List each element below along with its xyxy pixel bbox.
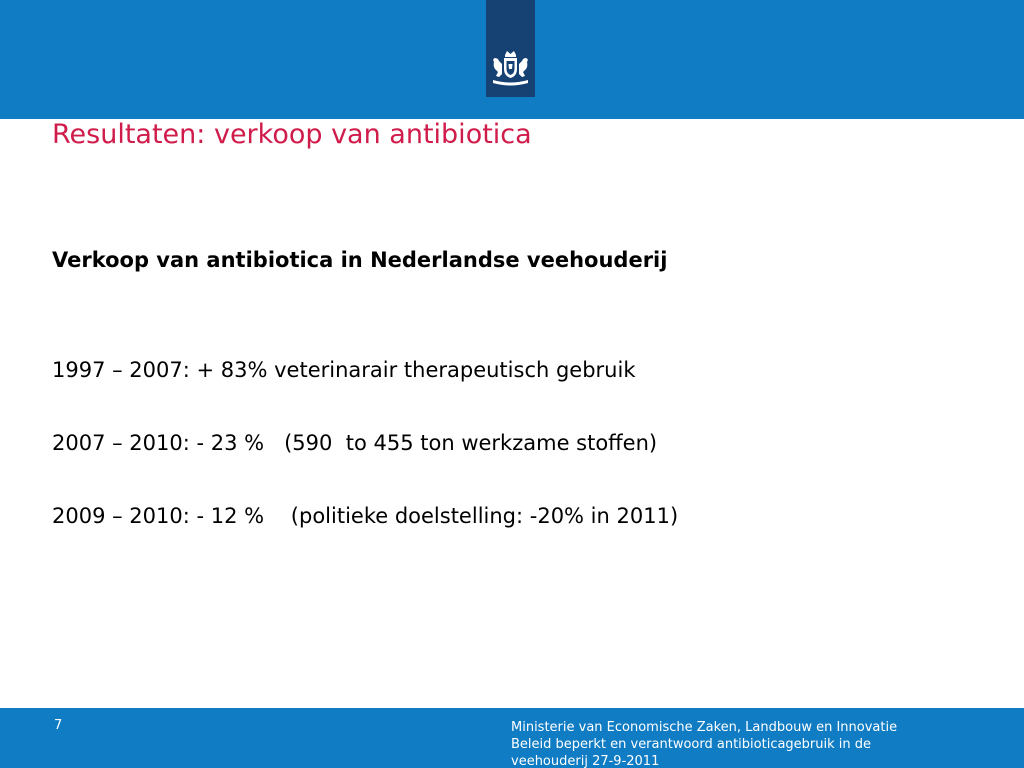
- ministry-name: Ministerie van Economische Zaken, Landbo…: [511, 720, 898, 735]
- coat-of-arms-icon: [493, 51, 528, 86]
- header-band: [0, 0, 1024, 119]
- slide-subtitle: Verkoop van antibiotica in Nederlandse v…: [52, 248, 668, 272]
- footer-text: Ministerie van Economische Zaken, Landbo…: [511, 719, 931, 768]
- body-line-2007-2010: 2007 – 2010: - 23 % (590 to 455 ton werk…: [52, 431, 658, 455]
- body-line-1997-2007: 1997 – 2007: + 83% veterinarair therapeu…: [52, 358, 636, 382]
- document-title-line-1: Beleid beperkt en verantwoord antibiotic…: [511, 737, 872, 752]
- body-line-2009-2010: 2009 – 2010: - 12 % (politieke doelstell…: [52, 504, 679, 528]
- footer-band: 7 Ministerie van Economische Zaken, Land…: [0, 708, 1024, 768]
- page-number: 7: [54, 718, 63, 733]
- document-title-line-2: veehouderij 27-9-2011: [511, 754, 660, 768]
- slide-title: Resultaten: verkoop van antibiotica: [52, 119, 532, 150]
- body-text-list: 1997 – 2007: + 83% veterinarair therapeu…: [52, 352, 678, 571]
- rijksoverheid-logo: [486, 0, 535, 97]
